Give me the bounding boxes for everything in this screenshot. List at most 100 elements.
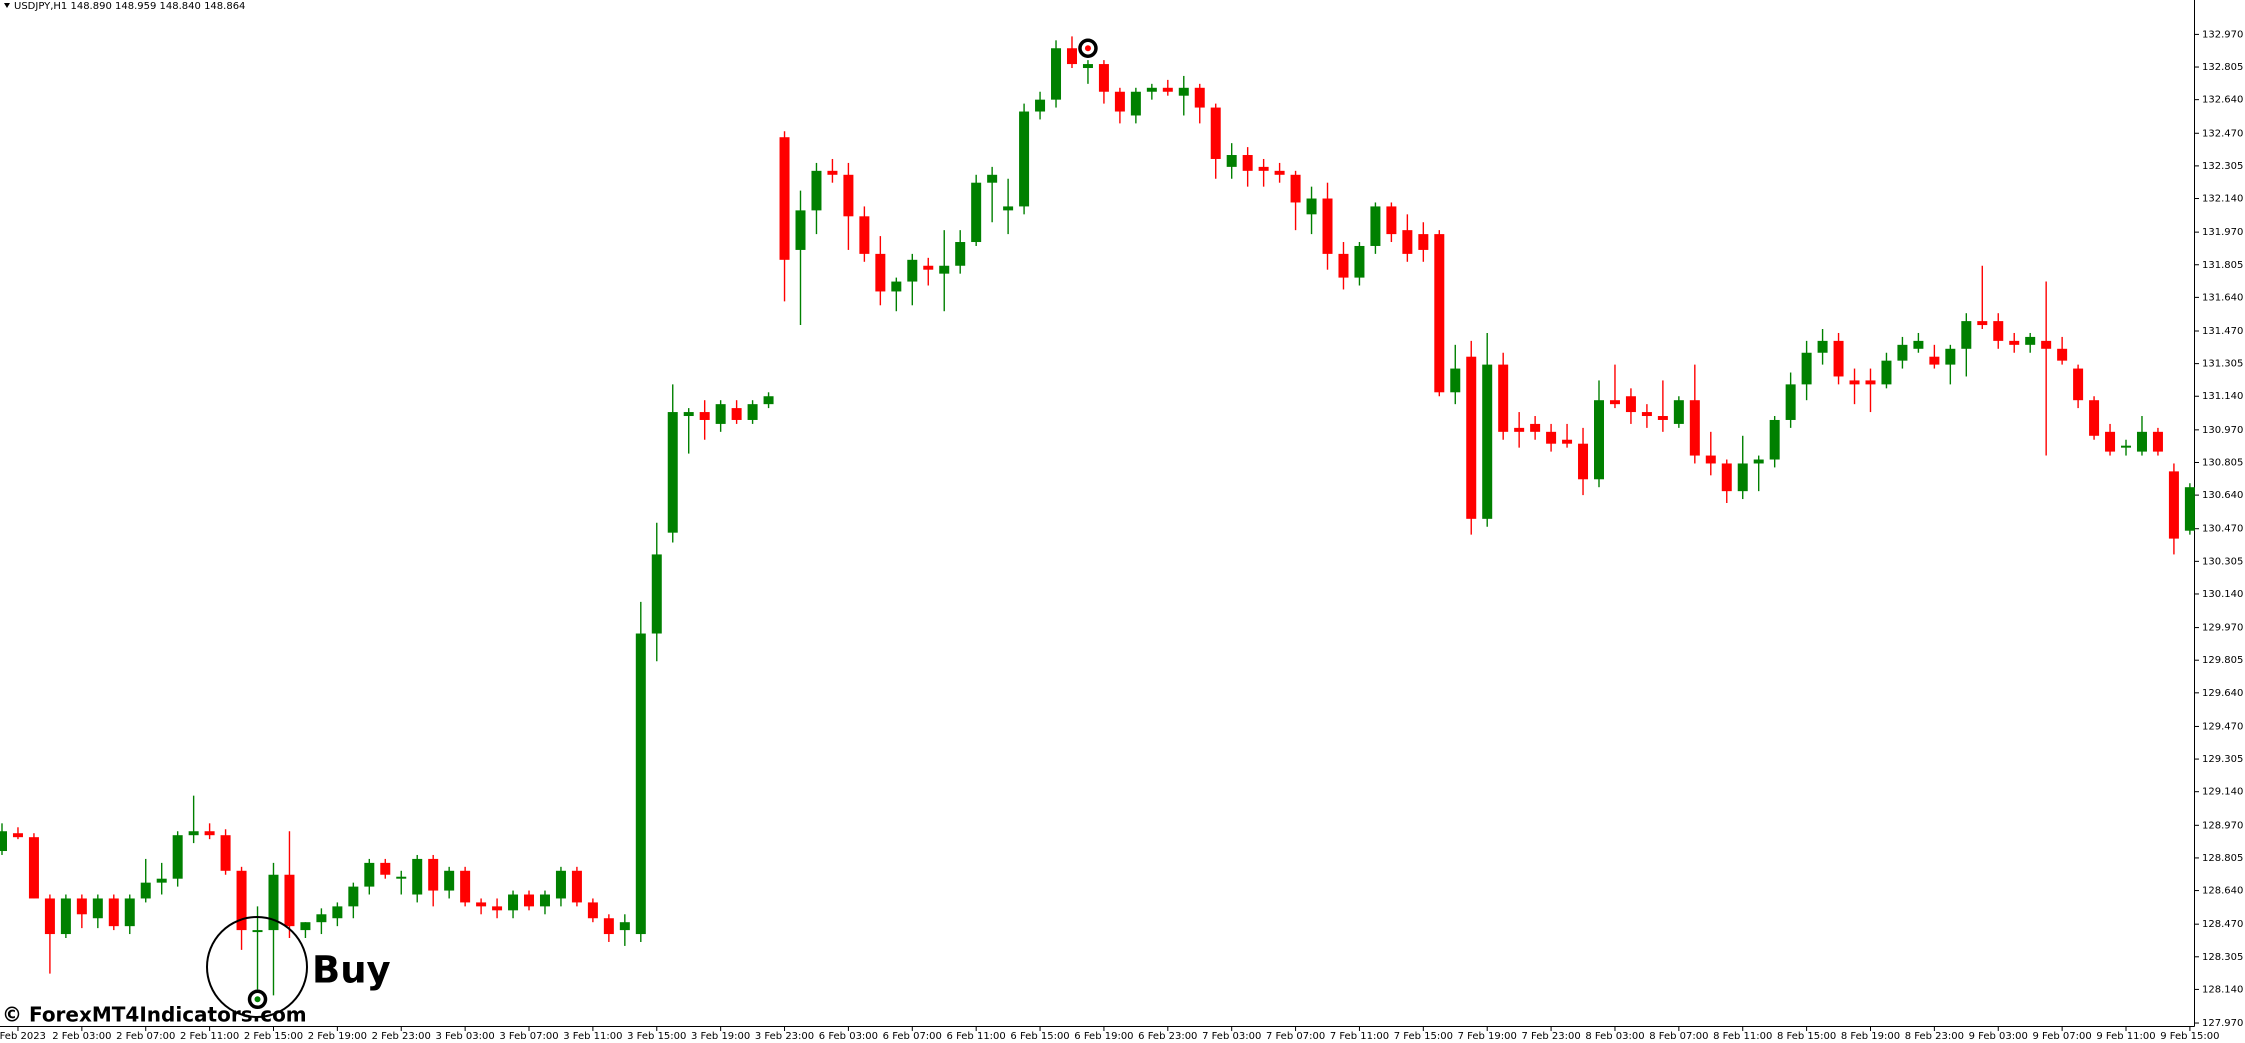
candle-body bbox=[476, 902, 487, 907]
y-tick-label: 128.640 bbox=[2202, 886, 2243, 897]
candle-body bbox=[2184, 487, 2195, 531]
candle-body bbox=[811, 170, 822, 211]
x-tick-label: 6 Feb 07:00 bbox=[883, 1031, 942, 1042]
y-tick-label: 132.970 bbox=[2202, 29, 2243, 40]
y-tick-label: 131.640 bbox=[2202, 292, 2243, 303]
candle-body bbox=[1530, 423, 1541, 432]
x-tick-label: 2 Feb 19:00 bbox=[308, 1031, 367, 1042]
y-tick-label: 132.640 bbox=[2202, 95, 2243, 106]
x-tick-label: 3 Feb 19:00 bbox=[691, 1031, 750, 1042]
candle-body bbox=[60, 898, 71, 935]
x-tick-label: 2 Feb 15:00 bbox=[244, 1031, 303, 1042]
y-tick-label: 130.970 bbox=[2202, 425, 2243, 436]
y-tick-label: 132.805 bbox=[2202, 62, 2243, 73]
candle-body bbox=[1306, 198, 1317, 215]
candle-body bbox=[1386, 206, 1397, 235]
candle-body bbox=[2041, 340, 2052, 349]
y-tick-label: 129.805 bbox=[2202, 655, 2243, 666]
x-tick-label: 7 Feb 23:00 bbox=[1521, 1031, 1580, 1042]
y-tick-label: 130.805 bbox=[2202, 457, 2243, 468]
candle-body bbox=[396, 876, 407, 879]
candle-body bbox=[1434, 234, 1445, 393]
candle-body bbox=[1897, 344, 1908, 361]
x-tick-label: 7 Feb 15:00 bbox=[1394, 1031, 1453, 1042]
y-tick-label: 131.470 bbox=[2202, 326, 2243, 337]
candle-body bbox=[1689, 400, 1700, 456]
candle-body bbox=[1130, 91, 1141, 116]
candle-body bbox=[1051, 48, 1062, 100]
x-tick-label: 6 Feb 15:00 bbox=[1010, 1031, 1069, 1042]
y-tick-label: 130.640 bbox=[2202, 490, 2243, 501]
candle-body bbox=[587, 902, 598, 919]
candle-body bbox=[635, 633, 646, 935]
candle-body bbox=[1801, 352, 1812, 385]
candle-body bbox=[1945, 348, 1956, 365]
candle-body bbox=[444, 870, 455, 891]
x-tick-label: 3 Feb 15:00 bbox=[627, 1031, 686, 1042]
candle-body bbox=[1466, 356, 1477, 519]
candle-body bbox=[0, 831, 7, 852]
candle-body bbox=[955, 242, 966, 266]
candle-body bbox=[1546, 431, 1557, 444]
x-tick-label: 2 Feb 11:00 bbox=[180, 1031, 239, 1042]
candle-body bbox=[827, 170, 838, 175]
candle-body bbox=[1258, 166, 1269, 171]
candle-body bbox=[907, 259, 918, 282]
candle-body bbox=[28, 837, 39, 899]
candle-body bbox=[1785, 384, 1796, 420]
candle-body bbox=[1673, 400, 1684, 424]
x-tick-label: 9 Feb 03:00 bbox=[1969, 1031, 2028, 1042]
candle-body bbox=[1737, 463, 1748, 492]
candle-body bbox=[1609, 400, 1620, 405]
candle-body bbox=[76, 898, 87, 915]
y-tick-label: 129.970 bbox=[2202, 623, 2243, 634]
x-tick-label: 3 Feb 07:00 bbox=[499, 1031, 558, 1042]
y-tick-label: 128.305 bbox=[2202, 952, 2243, 963]
candle-body bbox=[108, 898, 119, 927]
candle-body bbox=[1881, 360, 1892, 385]
x-tick-label: 8 Feb 03:00 bbox=[1585, 1031, 1644, 1042]
candle-body bbox=[284, 874, 295, 927]
candle-body bbox=[1114, 91, 1125, 112]
candle-body bbox=[859, 216, 870, 254]
y-tick-label: 129.140 bbox=[2202, 787, 2243, 798]
x-tick-label: 3 Feb 11:00 bbox=[563, 1031, 622, 1042]
x-tick-label: 8 Feb 23:00 bbox=[1905, 1031, 1964, 1042]
candle-body bbox=[1098, 64, 1109, 92]
x-tick-label: 2 Feb 23:00 bbox=[372, 1031, 431, 1042]
candle-body bbox=[1514, 427, 1525, 432]
highlight-circle bbox=[206, 916, 308, 1018]
x-tick-label: 7 Feb 11:00 bbox=[1330, 1031, 1389, 1042]
x-tick-label: 9 Feb 07:00 bbox=[2033, 1031, 2092, 1042]
candle-body bbox=[1562, 439, 1573, 444]
candle-body bbox=[1625, 396, 1636, 413]
x-tick-label: 7 Feb 07:00 bbox=[1266, 1031, 1325, 1042]
y-tick-label: 130.140 bbox=[2202, 589, 2243, 600]
candle-body bbox=[492, 906, 503, 911]
candle-body bbox=[1210, 107, 1221, 159]
candle-body bbox=[763, 396, 774, 405]
candle-body bbox=[603, 918, 614, 935]
candle-body bbox=[172, 835, 183, 879]
candle-body bbox=[1993, 321, 2004, 341]
candle-body bbox=[1370, 206, 1381, 246]
candle-body bbox=[188, 831, 199, 836]
x-tick-label: 2 Feb 07:00 bbox=[116, 1031, 175, 1042]
candle-body bbox=[1194, 87, 1205, 108]
y-tick-label: 128.805 bbox=[2202, 853, 2243, 864]
candle-body bbox=[1977, 321, 1988, 326]
candle-body bbox=[2121, 445, 2132, 448]
candle-body bbox=[1721, 463, 1732, 492]
y-tick-label: 128.970 bbox=[2202, 820, 2243, 831]
candle-body bbox=[891, 281, 902, 292]
watermark: © ForexMT4Indicators.com bbox=[2, 1003, 307, 1027]
candle-body bbox=[44, 898, 55, 935]
x-tick-label: 9 Feb 11:00 bbox=[2096, 1031, 2155, 1042]
candle-body bbox=[699, 412, 710, 420]
candle-body bbox=[236, 870, 247, 931]
candle-body bbox=[1865, 380, 1876, 385]
candle-body bbox=[939, 265, 950, 274]
candle-body bbox=[1753, 459, 1764, 464]
candle-body bbox=[348, 886, 359, 907]
y-tick-label: 131.140 bbox=[2202, 391, 2243, 402]
